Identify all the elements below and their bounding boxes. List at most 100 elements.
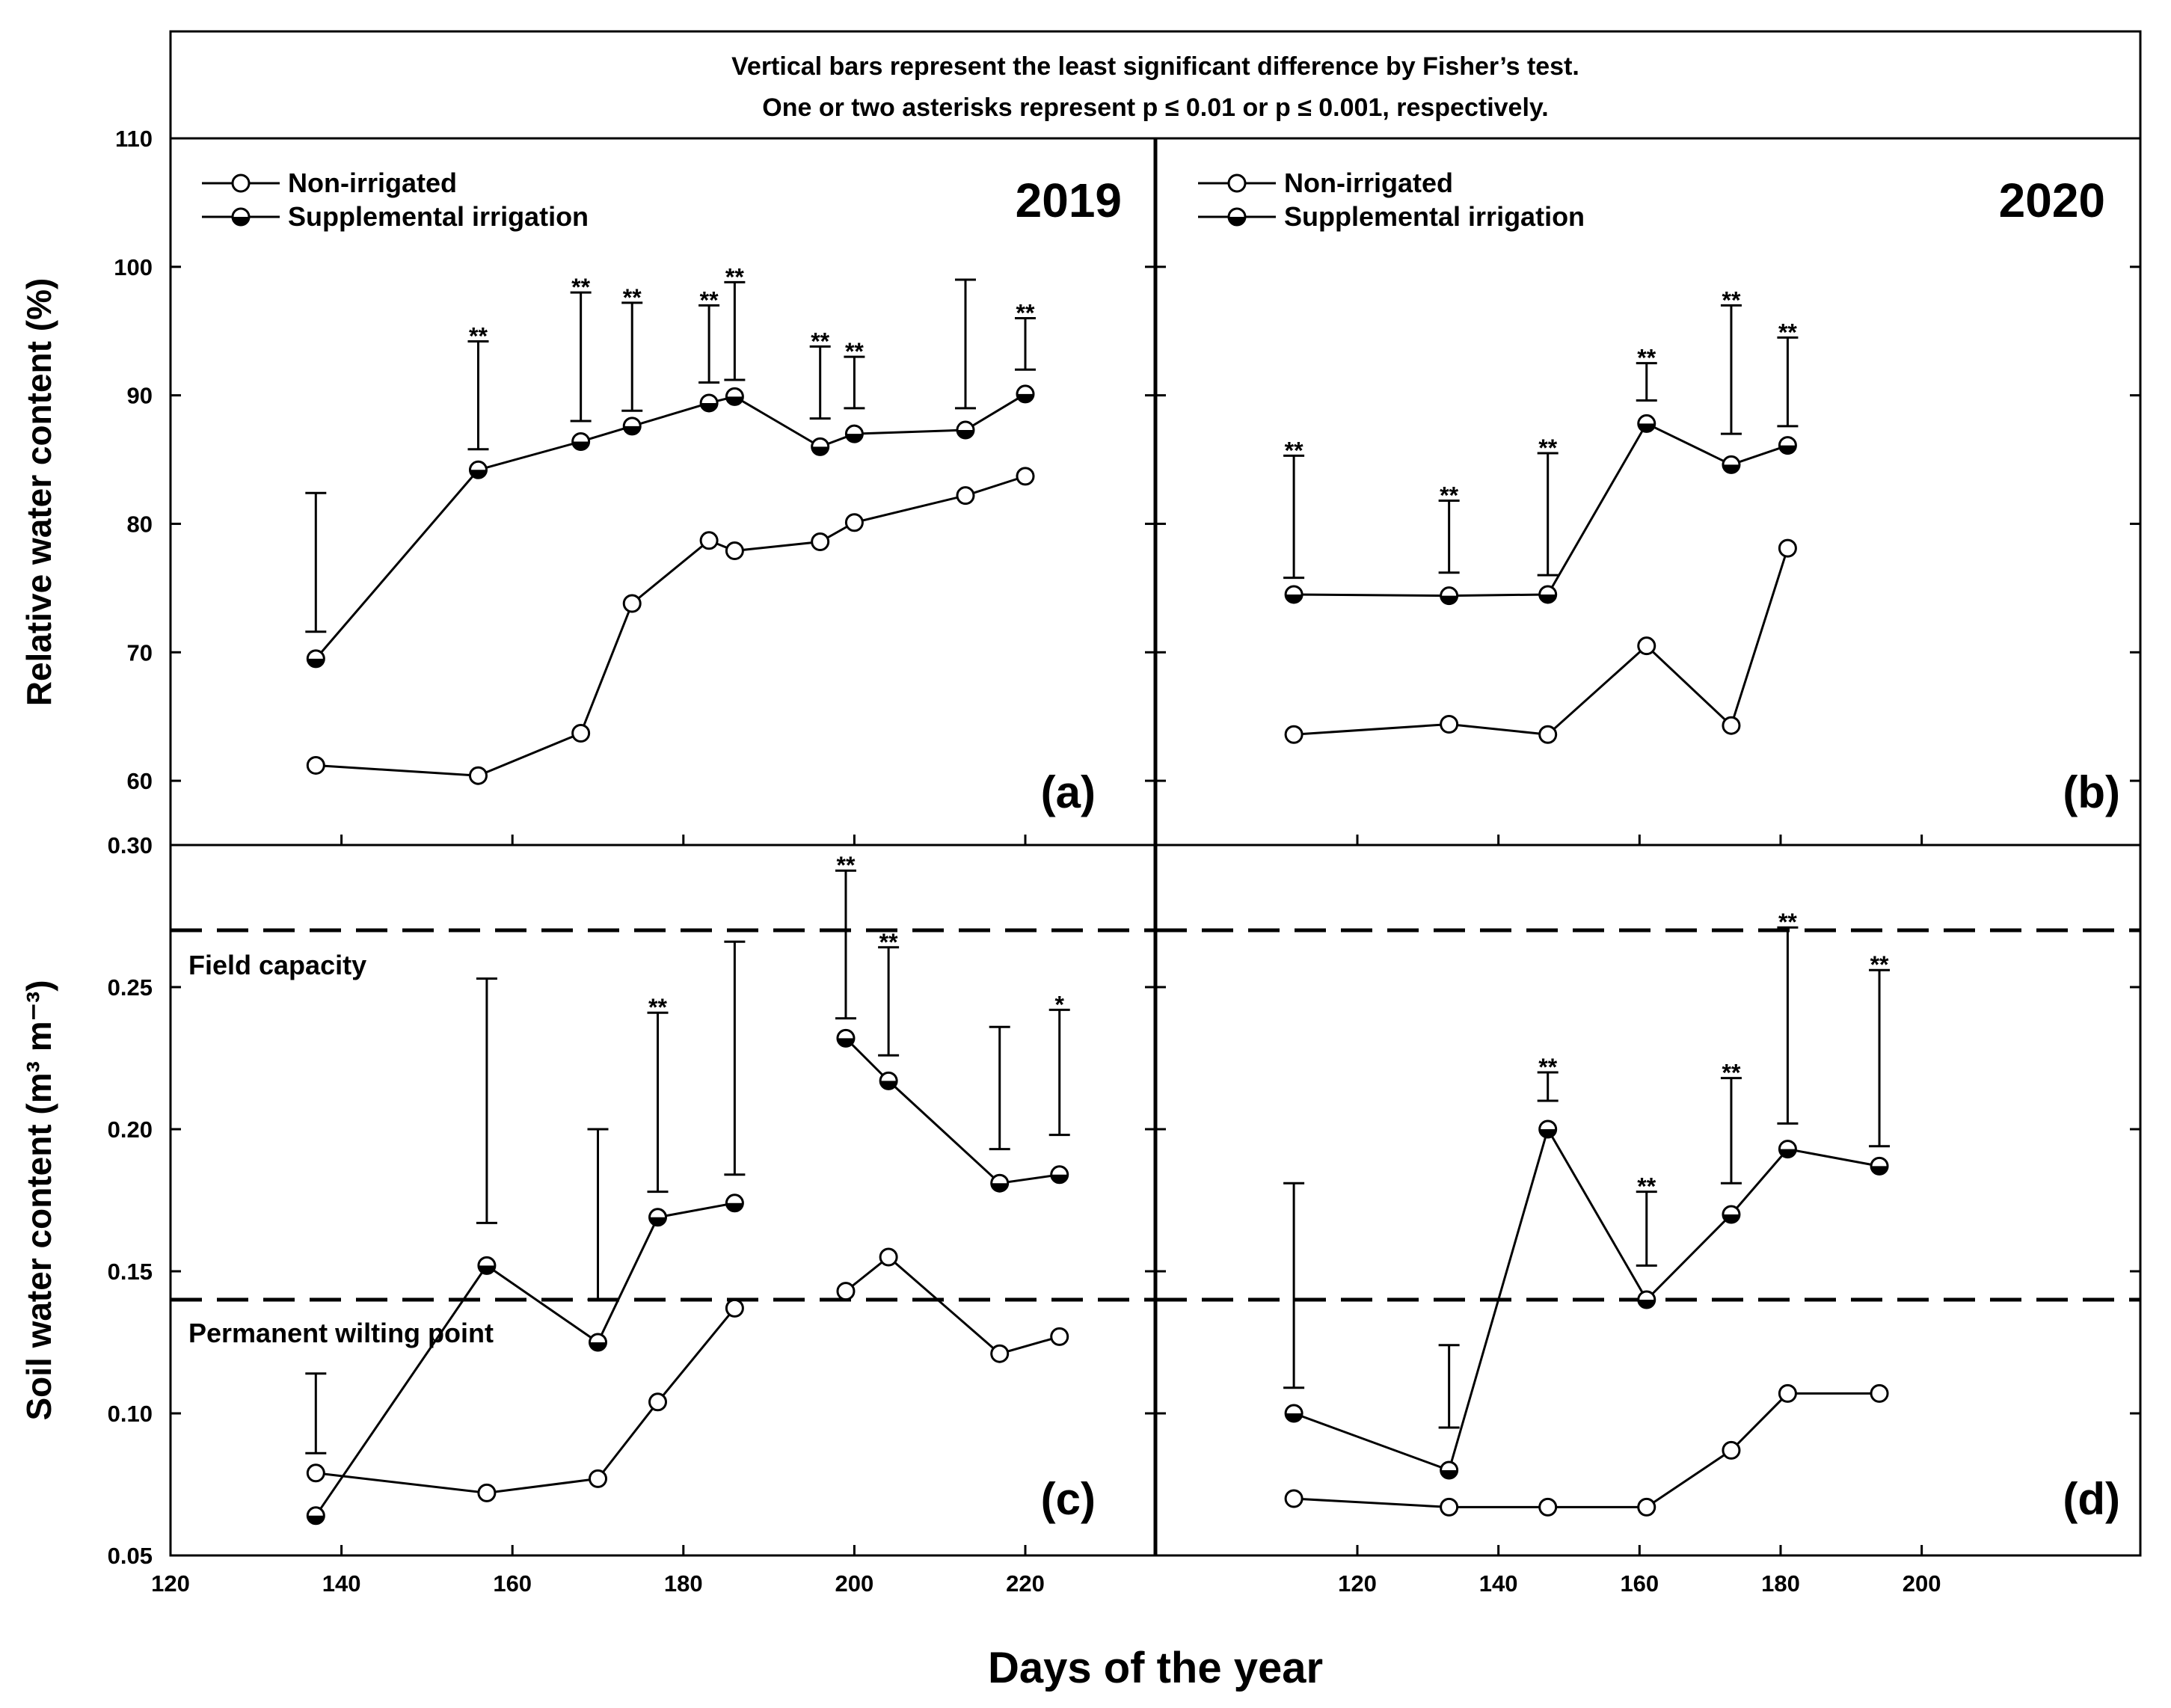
point-supplemental: [725, 387, 744, 406]
panel-label-a: (a): [1041, 767, 1096, 817]
legend-2020: Non-irrigated Supplemental irrigation: [1198, 168, 1585, 232]
y-axis-title-top: Relative water content (%): [19, 278, 58, 707]
point-supplemental: [477, 1256, 497, 1275]
y-tick-label: 110: [115, 126, 153, 152]
series-line-supplemental: [1294, 422, 1788, 598]
point-fill-half: [1440, 1470, 1458, 1478]
point-non-irrigated: [836, 1282, 856, 1301]
series-line-supplemental: [315, 393, 1026, 660]
point-supplemental: [811, 437, 830, 456]
point-fill-half: [572, 441, 589, 450]
point-fill-half: [1638, 423, 1655, 432]
y-tick-label: 0.25: [108, 974, 153, 1001]
field-capacity-label: Field capacity: [188, 950, 366, 980]
point-supplemental: [1440, 586, 1459, 606]
point-supplemental: [1538, 585, 1558, 604]
series-line-non-irrigated: [1294, 1392, 1880, 1508]
lsd-bar: [1283, 1182, 1305, 1389]
point-fill-half: [1051, 1174, 1068, 1183]
point-fill-half: [837, 1038, 854, 1047]
lsd-bar: **: [724, 263, 746, 381]
x-tick-label: 220: [1006, 1570, 1045, 1597]
point-non-irrigated: [811, 532, 830, 552]
panel-label-b: (b): [2063, 767, 2120, 817]
point-non-irrigated: [306, 755, 325, 775]
point-supplemental: [725, 1194, 744, 1213]
legend-marker-non-irrigated: [231, 173, 251, 193]
point-non-irrigated: [844, 513, 864, 532]
y-tick-label: 0.05: [108, 1543, 153, 1569]
point-non-irrigated: [1440, 714, 1459, 734]
point-supplemental: [622, 417, 642, 436]
point-fill-half: [1539, 1129, 1556, 1137]
point-non-irrigated: [1778, 538, 1797, 558]
point-non-irrigated: [306, 1463, 325, 1483]
x-tick-label: 140: [322, 1570, 361, 1597]
significance-label: **: [1722, 286, 1740, 313]
significance-label: **: [1778, 319, 1797, 345]
point-fill-half: [811, 446, 829, 455]
x-tick-label: 160: [493, 1570, 532, 1597]
point-non-irrigated: [725, 1298, 744, 1318]
point-fill-half: [880, 1081, 897, 1090]
point-fill-half: [1638, 1300, 1655, 1308]
series-line-non-irrigated: [316, 475, 1026, 777]
lsd-bar: [305, 491, 327, 633]
lsd-bar: **: [1720, 286, 1742, 435]
point-non-irrigated: [725, 541, 744, 561]
point-supplemental: [699, 393, 719, 413]
point-fill-half: [1779, 1149, 1796, 1158]
point-supplemental: [1284, 585, 1303, 604]
point-supplemental: [306, 649, 325, 669]
legend-label-supplemental: Supplemental irrigation: [288, 201, 589, 232]
significance-label: **: [1637, 345, 1656, 372]
point-supplemental: [648, 1208, 668, 1227]
point-non-irrigated: [879, 1247, 898, 1267]
panel-label-c: (c): [1041, 1474, 1096, 1524]
lsd-bar: *: [1048, 991, 1070, 1137]
panel-c: 0.05 0.10 0.15 0.20 0.25 0.30 120 140 160 180 200 2…: [108, 832, 1155, 1597]
significance-label: **: [1016, 300, 1035, 327]
significance-label: **: [1637, 1173, 1656, 1200]
point-non-irrigated: [699, 531, 719, 550]
lsd-bar: **: [1720, 1060, 1742, 1185]
lsd-bar: **: [1438, 482, 1460, 574]
point-supplemental: [571, 431, 591, 451]
significance-label: **: [845, 338, 864, 365]
point-fill-half: [307, 658, 325, 667]
point-fill-half: [1779, 445, 1796, 454]
lsd-bar: [954, 278, 976, 410]
significance-label: **: [623, 284, 642, 311]
point-fill-half: [1722, 464, 1739, 473]
point-non-irrigated: [1722, 1440, 1741, 1460]
year-label-2020: 2020: [1999, 173, 2105, 227]
x-tick-label: 200: [1903, 1570, 1941, 1597]
series-line-supplemental: [844, 1037, 1060, 1185]
point-supplemental: [1722, 1205, 1741, 1224]
point-fill-half: [701, 402, 718, 411]
point-fill-half: [956, 430, 974, 439]
series-line-non-irrigated: [845, 1256, 1060, 1355]
point-fill-half: [1017, 393, 1034, 402]
point-non-irrigated: [1538, 725, 1558, 744]
lsd-bar: **: [467, 322, 489, 451]
lsd-bar: **: [1869, 951, 1891, 1148]
y-tick-label: 0.30: [108, 832, 153, 858]
year-label-2019: 2019: [1016, 173, 1122, 227]
point-supplemental: [589, 1333, 607, 1352]
lsd-bar: [587, 1128, 609, 1301]
point-supplemental: [956, 420, 975, 440]
significance-label: **: [811, 328, 829, 354]
legend-label-non-irrigated: Non-irrigated: [288, 168, 457, 198]
point-non-irrigated: [1016, 467, 1035, 486]
point-non-irrigated: [1870, 1383, 1889, 1403]
point-non-irrigated: [648, 1392, 668, 1412]
note-line-1: Vertical bars represent the least signif…: [731, 52, 1579, 81]
lsd-bar: **: [570, 274, 592, 423]
point-fill-half: [624, 426, 641, 434]
significance-label: **: [1538, 1054, 1557, 1081]
lsd-bar: **: [621, 284, 643, 412]
significance-label: **: [700, 286, 719, 313]
significance-label: **: [837, 852, 856, 879]
significance-label: **: [1870, 951, 1889, 978]
